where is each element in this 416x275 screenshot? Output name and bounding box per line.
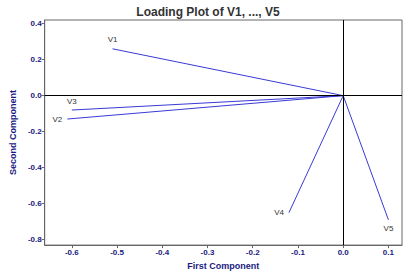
svg-text:V5: V5 (384, 224, 394, 233)
svg-text:V4: V4 (274, 208, 284, 217)
svg-text:0.2: 0.2 (31, 55, 43, 64)
svg-text:0.1: 0.1 (383, 248, 395, 257)
svg-text:-0.6: -0.6 (28, 199, 42, 208)
svg-text:-0.3: -0.3 (201, 248, 215, 257)
svg-text:-0.4: -0.4 (155, 248, 169, 257)
svg-text:V1: V1 (108, 35, 118, 44)
svg-text:-0.8: -0.8 (28, 235, 42, 244)
svg-text:-0.1: -0.1 (291, 248, 305, 257)
svg-text:V3: V3 (67, 97, 77, 106)
svg-text:0.4: 0.4 (31, 19, 43, 28)
svg-text:-0.2: -0.2 (28, 127, 42, 136)
svg-text:-0.5: -0.5 (110, 248, 124, 257)
svg-text:First Component: First Component (187, 261, 259, 271)
svg-text:0.0: 0.0 (31, 91, 43, 100)
svg-text:-0.4: -0.4 (28, 163, 42, 172)
svg-text:0.0: 0.0 (338, 248, 350, 257)
svg-text:Loading Plot of V1, ..., V5: Loading Plot of V1, ..., V5 (136, 5, 280, 19)
svg-text:V2: V2 (53, 115, 63, 124)
svg-text:-0.2: -0.2 (246, 248, 260, 257)
svg-text:Second Component: Second Component (8, 90, 18, 175)
svg-text:-0.6: -0.6 (65, 248, 79, 257)
